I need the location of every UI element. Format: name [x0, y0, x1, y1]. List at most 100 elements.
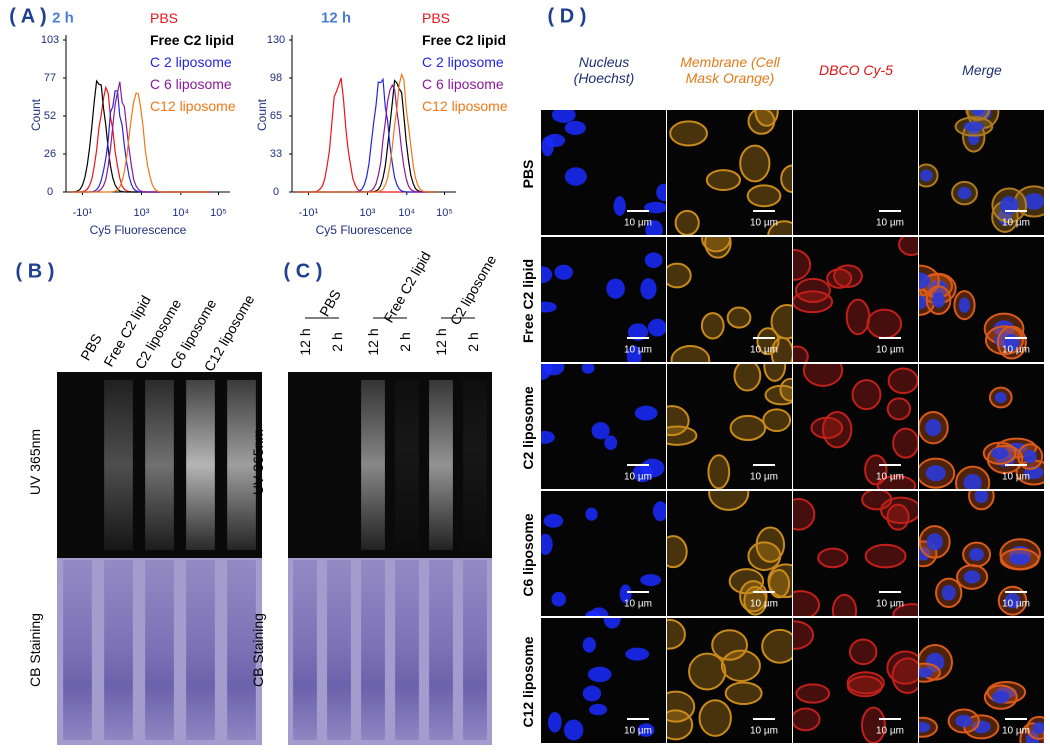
- gel-lane: [145, 560, 174, 740]
- nucleus: [591, 422, 610, 440]
- scale-bar-label: 10 µm: [750, 598, 778, 610]
- cell: [795, 683, 831, 704]
- cell: [667, 262, 692, 289]
- gel-lane: [463, 380, 487, 550]
- cell: [780, 164, 792, 194]
- nucleus: [990, 447, 1009, 460]
- row-label: CB Staining: [250, 613, 266, 687]
- nucleus: [958, 297, 971, 313]
- nucleus: [541, 430, 555, 444]
- nucleus: [564, 167, 587, 186]
- nucleus: [656, 183, 666, 202]
- y-tick-label: 65: [269, 110, 283, 122]
- y-tick-label: 26: [43, 148, 57, 160]
- nucleus: [925, 465, 946, 482]
- nucleus: [541, 301, 557, 313]
- nucleus: [604, 435, 618, 451]
- scale-bar-label: 10 µm: [624, 471, 652, 483]
- cell: [720, 649, 761, 682]
- scale-bar-label: 10 µm: [750, 725, 778, 737]
- cell: [688, 652, 727, 691]
- cell: [876, 475, 917, 489]
- nucleus: [932, 292, 946, 308]
- nucleus: [541, 266, 553, 284]
- legend-entry: Free C2 lipid: [150, 32, 235, 48]
- x-tick-label: 10⁵: [436, 207, 453, 219]
- nucleus: [647, 318, 666, 337]
- gel-lane: [104, 380, 133, 550]
- cell: [851, 379, 882, 411]
- column-header: Membrane (Cell Mask Orange): [680, 54, 780, 86]
- cell: [831, 593, 858, 616]
- cell: [667, 535, 688, 569]
- nucleus: [994, 392, 1007, 403]
- x-tick-label: 10⁴: [398, 207, 416, 219]
- legend-entry: Free C2 lipid: [422, 32, 507, 48]
- gel-lane: [186, 560, 215, 740]
- cells: [793, 620, 918, 743]
- y-tick-label: 98: [269, 72, 283, 84]
- cells: [667, 618, 792, 741]
- cell: [793, 345, 809, 362]
- row-label: Free C2 lipid: [520, 258, 536, 343]
- x-tick-label: 10³: [359, 207, 376, 219]
- gel-lane: [429, 380, 453, 550]
- legend-entry: C 2 liposome: [422, 54, 504, 70]
- nucleus: [919, 295, 928, 310]
- micrograph: [667, 491, 792, 616]
- nucleus: [634, 405, 658, 421]
- nucleus: [644, 252, 663, 268]
- cell: [708, 491, 750, 511]
- cell: [747, 110, 776, 135]
- cell: [891, 657, 918, 694]
- scale-bar-label: 10 µm: [876, 344, 904, 356]
- row-label: C6 liposome: [520, 512, 536, 597]
- legend-entry: C12 liposome: [422, 98, 508, 114]
- nucleus: [925, 419, 942, 437]
- y-tick-label: 103: [40, 34, 60, 46]
- time-label: 2 h: [329, 332, 345, 352]
- cell: [700, 312, 725, 340]
- scale-bar-label: 10 µm: [624, 344, 652, 356]
- nucleus: [969, 547, 984, 561]
- row-label: CB Staining: [27, 613, 43, 687]
- cell: [670, 345, 711, 362]
- cell: [793, 590, 821, 616]
- nucleus: [919, 667, 933, 678]
- nucleus: [585, 507, 598, 521]
- row-label: C12 liposome: [520, 635, 536, 728]
- legend-entry: C 6 liposome: [150, 76, 232, 92]
- cells: [667, 364, 792, 489]
- panel-label: ( A ): [9, 5, 47, 28]
- nucleus: [1023, 449, 1037, 464]
- cells: [919, 491, 1041, 616]
- legend-entry: PBS: [150, 10, 179, 26]
- cell: [810, 416, 844, 439]
- legend-entry: PBS: [422, 10, 451, 26]
- y-tick-label: 77: [43, 72, 57, 84]
- histogram-curve: [71, 92, 211, 193]
- scale-bar-label: 10 µm: [624, 598, 652, 610]
- cell: [746, 184, 782, 208]
- cell: [669, 120, 708, 147]
- cell: [704, 237, 732, 259]
- nucleus: [554, 264, 573, 280]
- time-label: 12 h: [433, 328, 449, 356]
- scale-bar-label: 10 µm: [876, 471, 904, 483]
- gel-lane: [361, 560, 385, 740]
- cell: [898, 237, 918, 256]
- nucleus: [541, 364, 552, 380]
- scale-bar-label: 10 µm: [876, 725, 904, 737]
- y-axis-label: Count: [29, 98, 43, 132]
- row-label: UV 365nm: [250, 428, 266, 496]
- row-label: C2 liposome: [520, 385, 536, 470]
- nucleus: [925, 652, 945, 672]
- nucleus: [645, 220, 663, 235]
- cell: [826, 268, 853, 289]
- cell: [667, 709, 694, 741]
- x-tick-label: 10⁴: [172, 207, 190, 219]
- x-axis-label: Cy5 Fluorescence: [315, 223, 413, 237]
- gel-lane: [145, 380, 174, 550]
- nucleus: [606, 278, 625, 299]
